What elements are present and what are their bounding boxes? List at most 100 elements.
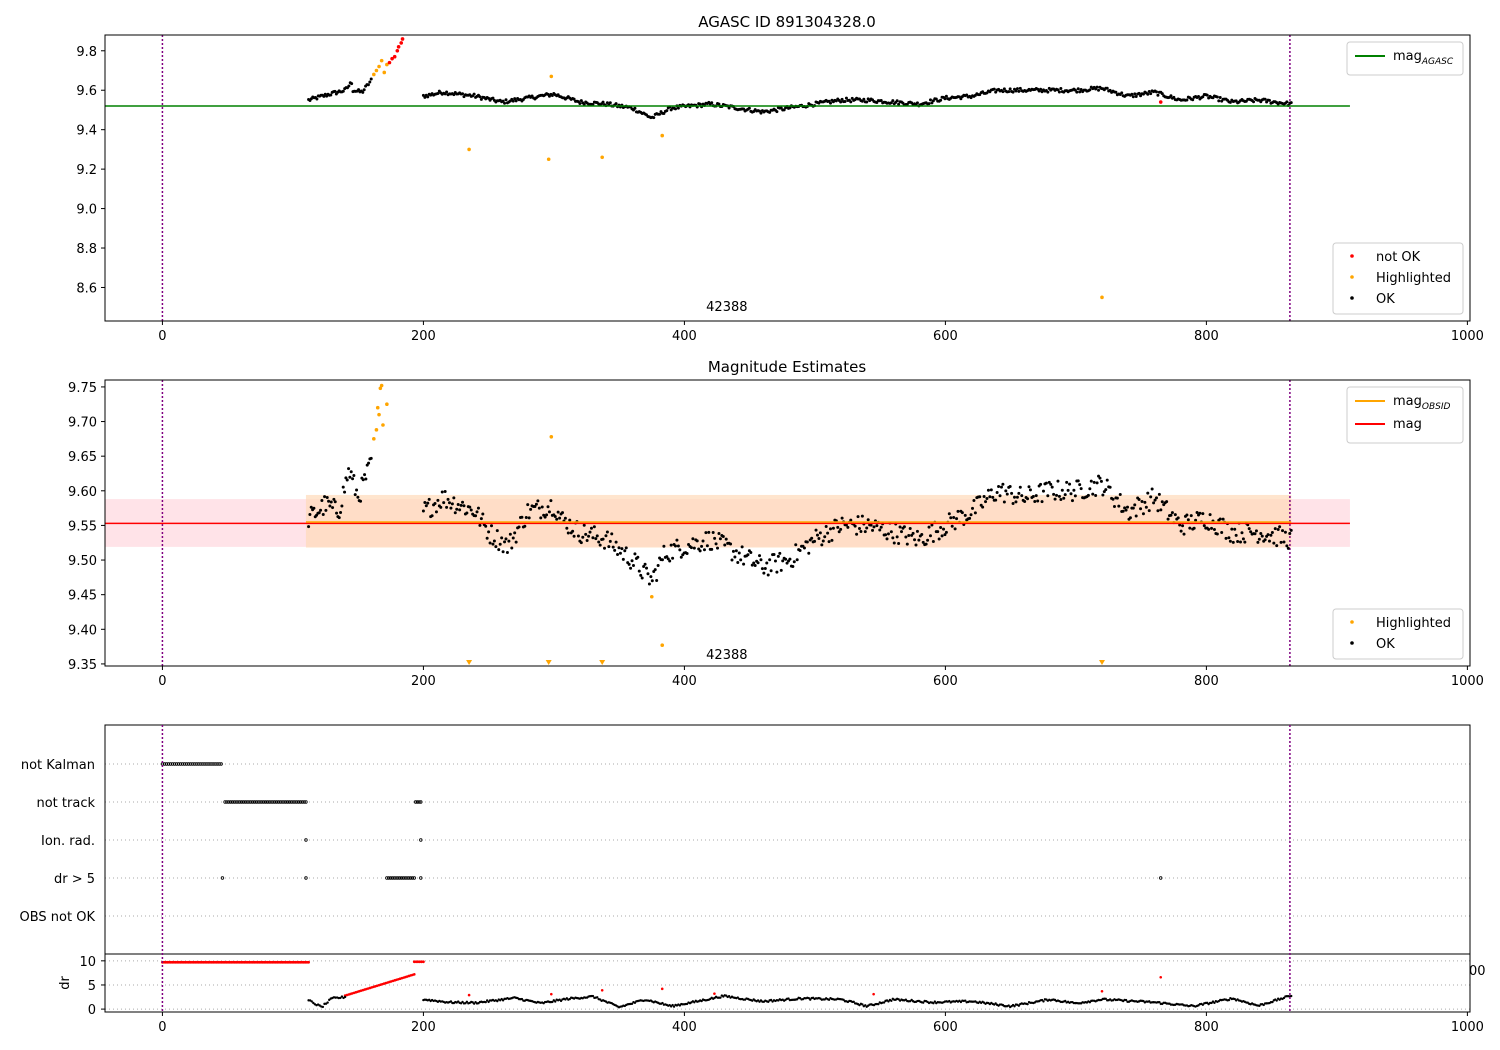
dr-ok-point — [310, 1000, 313, 1003]
flag-row-label: Ion. rad. — [41, 834, 95, 849]
ok-point — [685, 551, 689, 555]
ok-point — [1049, 482, 1053, 486]
ok-point — [423, 500, 427, 504]
ok-point — [323, 495, 327, 499]
ok-point — [1156, 93, 1160, 97]
ok-point — [1073, 494, 1077, 498]
panel3-xtick-label: 1000 — [1451, 1020, 1484, 1035]
ok-point — [1266, 533, 1270, 537]
ok-point — [579, 541, 583, 545]
ok-point — [333, 500, 337, 504]
ok-point — [666, 557, 670, 561]
flag-point — [217, 762, 221, 766]
ok-point — [603, 546, 607, 550]
ok-point — [824, 525, 828, 529]
ok-point — [691, 537, 695, 541]
flag-point — [243, 800, 247, 804]
ok-point — [315, 97, 319, 101]
ok-point — [1137, 91, 1141, 95]
ok-point — [1201, 95, 1205, 99]
ok-point — [1015, 495, 1019, 499]
dr-ok-point — [852, 1000, 855, 1004]
dr-ok-point — [1026, 1002, 1029, 1006]
ok-point — [1247, 527, 1251, 531]
ok-point — [952, 516, 956, 520]
ok-point — [1098, 476, 1102, 480]
ok-point — [357, 88, 361, 92]
ok-point — [636, 555, 640, 559]
ok-point — [955, 517, 959, 521]
flag-point — [1159, 876, 1163, 880]
ok-point — [884, 533, 888, 537]
panel1-legend-label: not OK — [1376, 250, 1421, 265]
flag-point — [387, 876, 391, 880]
highlighted-point — [549, 74, 554, 79]
ok-point — [1076, 87, 1080, 91]
ok-point — [724, 537, 728, 541]
ok-point — [504, 537, 508, 541]
ok-point — [956, 509, 960, 513]
ok-point — [1089, 479, 1093, 483]
ok-point — [1249, 530, 1253, 534]
ok-point — [337, 516, 341, 520]
ok-point — [582, 102, 586, 106]
dr-red-point — [713, 992, 716, 995]
ok-point — [1101, 493, 1105, 497]
ok-point — [426, 95, 430, 99]
ok-point — [362, 88, 366, 92]
flag-point — [260, 800, 264, 804]
ok-point — [501, 99, 505, 103]
ok-point — [673, 544, 677, 548]
ok-point — [566, 531, 570, 535]
ok-point — [368, 80, 372, 84]
flag-point — [396, 876, 400, 880]
ok-point — [705, 544, 709, 548]
ok-point — [1126, 505, 1130, 509]
ok-point — [763, 566, 767, 570]
flag-point — [295, 800, 299, 804]
ok-point — [1254, 529, 1258, 533]
ok-point — [1231, 540, 1235, 544]
ok-point — [678, 548, 682, 552]
ok-point — [752, 561, 756, 565]
ok-point — [1062, 496, 1066, 500]
ok-point — [1160, 500, 1164, 504]
ok-point — [1165, 500, 1169, 504]
ok-point — [689, 546, 693, 550]
ok-point — [698, 549, 702, 553]
ok-point — [778, 551, 782, 555]
flag-point — [234, 800, 238, 804]
flag-point — [408, 876, 413, 880]
ok-point — [1169, 94, 1173, 98]
panel2-frame — [104, 379, 1471, 667]
ok-point — [679, 555, 683, 559]
ok-point — [355, 488, 359, 492]
ok-point — [490, 524, 494, 528]
flag-point — [170, 762, 175, 766]
ok-point — [452, 496, 456, 500]
ok-point — [631, 563, 635, 567]
ok-point — [533, 504, 537, 508]
flag-point — [410, 876, 415, 880]
ok-point — [1020, 494, 1024, 498]
ok-point — [1198, 511, 1202, 515]
ok-point — [421, 509, 425, 513]
flag-point — [254, 800, 259, 804]
panel2-ytick-label: 9.35 — [68, 658, 97, 673]
ok-point — [1104, 488, 1108, 492]
ok-point — [1059, 86, 1063, 90]
legend-label-main: mag — [1393, 394, 1422, 409]
ok-point — [1039, 87, 1043, 91]
ok-point — [484, 524, 488, 528]
ok-point — [823, 535, 827, 539]
ok-point — [717, 102, 721, 106]
ok-point — [328, 504, 332, 508]
dr-ok-point — [842, 998, 845, 1001]
flag-point — [219, 762, 223, 766]
ok-point — [1157, 492, 1161, 496]
flag-point — [209, 762, 213, 766]
ok-point — [348, 475, 352, 479]
highlighted-point — [549, 434, 554, 439]
ok-point — [645, 566, 649, 570]
flag-point — [174, 762, 179, 766]
